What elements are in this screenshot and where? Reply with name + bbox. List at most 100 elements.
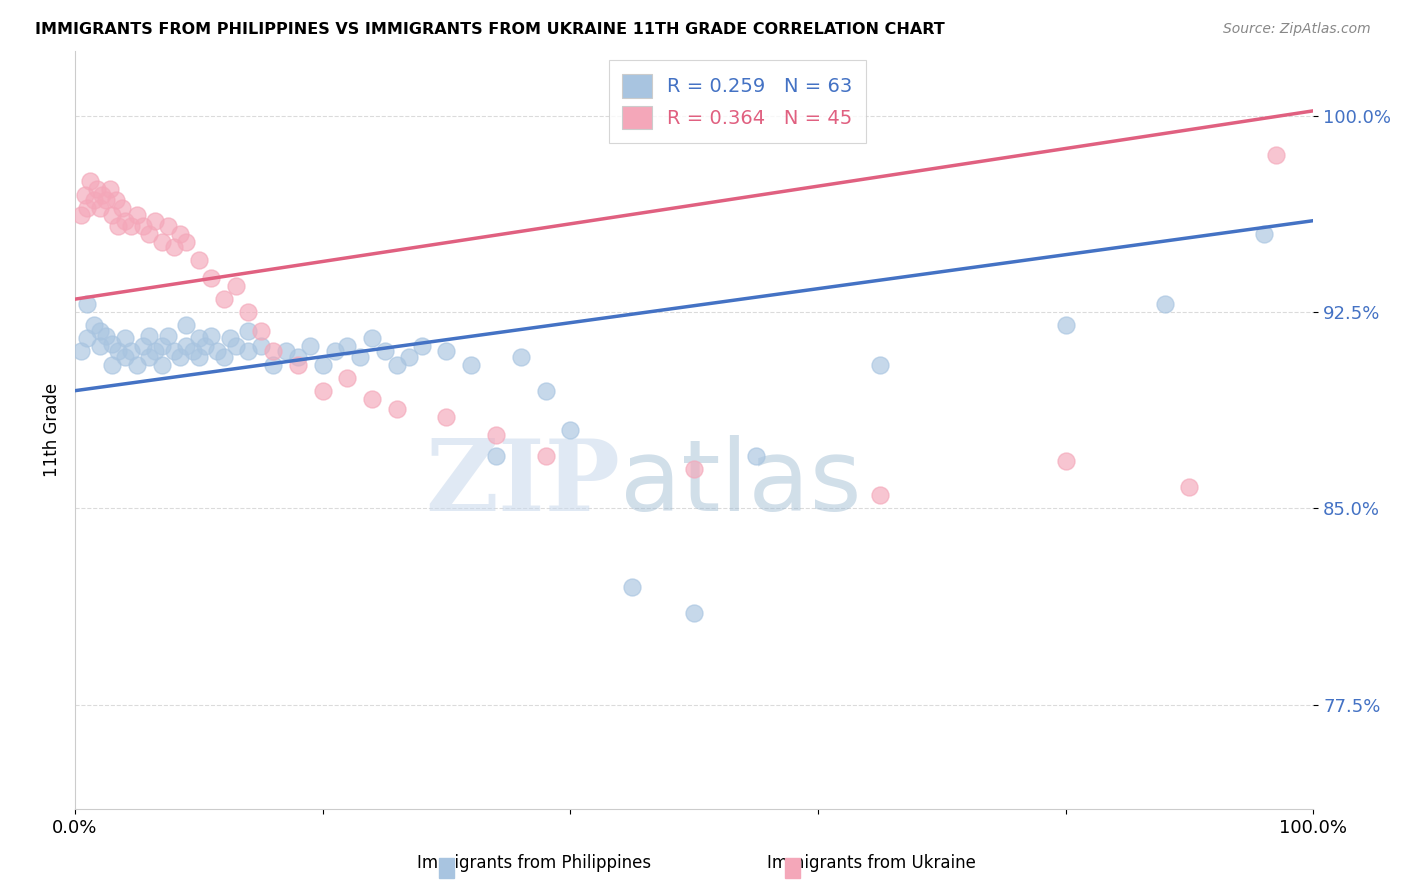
Point (132, 219, 155, 233)
Point (86, 182, 108, 196)
Point (869, 358, 891, 372)
Point (485, 428, 508, 442)
Point (460, 358, 482, 372)
Point (94, 193, 117, 207)
Legend: R = 0.259   N = 63, R = 0.364   N = 45: R = 0.259 N = 63, R = 0.364 N = 45 (609, 61, 866, 143)
Point (89, 324, 111, 338)
Point (176, 339, 198, 353)
Point (101, 358, 124, 372)
Point (287, 350, 309, 364)
Text: Immigrants from Philippines: Immigrants from Philippines (418, 855, 651, 872)
Point (218, 331, 240, 345)
Point (485, 449, 508, 463)
Point (98, 182, 121, 196)
Point (212, 350, 235, 364)
Point (1054, 454, 1077, 468)
Point (138, 328, 160, 343)
Point (150, 358, 173, 372)
Point (311, 358, 333, 372)
Point (79, 174, 101, 188)
Point (169, 227, 191, 241)
Point (287, 358, 309, 372)
Point (169, 350, 191, 364)
Point (114, 213, 136, 227)
Point (361, 331, 384, 345)
Point (138, 227, 160, 241)
Point (101, 336, 124, 351)
Point (1265, 148, 1288, 162)
Point (187, 350, 209, 364)
Point (621, 580, 644, 594)
Point (436, 409, 458, 424)
Point (187, 252, 209, 267)
Point (91, 187, 114, 202)
Point (114, 331, 136, 345)
Point (207, 344, 229, 359)
Point (104, 193, 127, 207)
Point (83, 193, 105, 207)
Point (187, 331, 209, 345)
Point (238, 344, 260, 359)
Point (361, 392, 384, 406)
Point (274, 344, 297, 359)
Point (225, 339, 247, 353)
Point (1054, 318, 1077, 333)
Point (132, 339, 155, 353)
Point (163, 240, 186, 254)
Point (200, 328, 222, 343)
Point (436, 344, 458, 359)
Point (83, 318, 105, 333)
Point (70, 209, 93, 223)
Point (70, 344, 93, 359)
Point (398, 350, 420, 364)
Point (225, 279, 247, 293)
Point (76, 297, 98, 311)
Point (181, 344, 204, 359)
Point (385, 402, 408, 417)
Point (385, 358, 408, 372)
Text: Source: ZipAtlas.com: Source: ZipAtlas.com (1223, 22, 1371, 37)
Point (94, 328, 117, 343)
Text: Immigrants from Ukraine: Immigrants from Ukraine (768, 855, 976, 872)
Point (1153, 297, 1175, 311)
Point (411, 339, 433, 353)
Point (249, 324, 271, 338)
Point (101, 209, 124, 223)
Point (683, 462, 706, 476)
Point (238, 305, 260, 319)
Point (89, 339, 111, 353)
Point (138, 350, 160, 364)
Point (114, 350, 136, 364)
Point (374, 344, 396, 359)
Point (156, 219, 179, 233)
Point (262, 358, 284, 372)
Point (311, 384, 333, 398)
Point (212, 292, 235, 306)
Point (176, 318, 198, 333)
Point (73, 187, 96, 202)
Text: atlas: atlas (620, 434, 862, 532)
Point (683, 606, 706, 620)
Point (145, 344, 167, 359)
Point (336, 339, 359, 353)
Point (120, 344, 142, 359)
Point (200, 271, 222, 285)
Point (336, 370, 359, 384)
Point (107, 219, 129, 233)
Point (869, 488, 891, 502)
Text: ZIP: ZIP (425, 434, 620, 532)
Point (349, 350, 371, 364)
Point (89, 201, 111, 215)
Point (150, 339, 173, 353)
Point (125, 209, 148, 223)
Point (509, 350, 531, 364)
Point (194, 339, 217, 353)
Point (249, 339, 271, 353)
Point (120, 219, 142, 233)
Point (238, 324, 260, 338)
Point (76, 201, 98, 215)
Point (1253, 227, 1275, 241)
Text: IMMIGRANTS FROM PHILIPPINES VS IMMIGRANTS FROM UKRAINE 11TH GRADE CORRELATION CH: IMMIGRANTS FROM PHILIPPINES VS IMMIGRANT… (35, 22, 945, 37)
Point (534, 384, 557, 398)
Point (323, 344, 346, 359)
